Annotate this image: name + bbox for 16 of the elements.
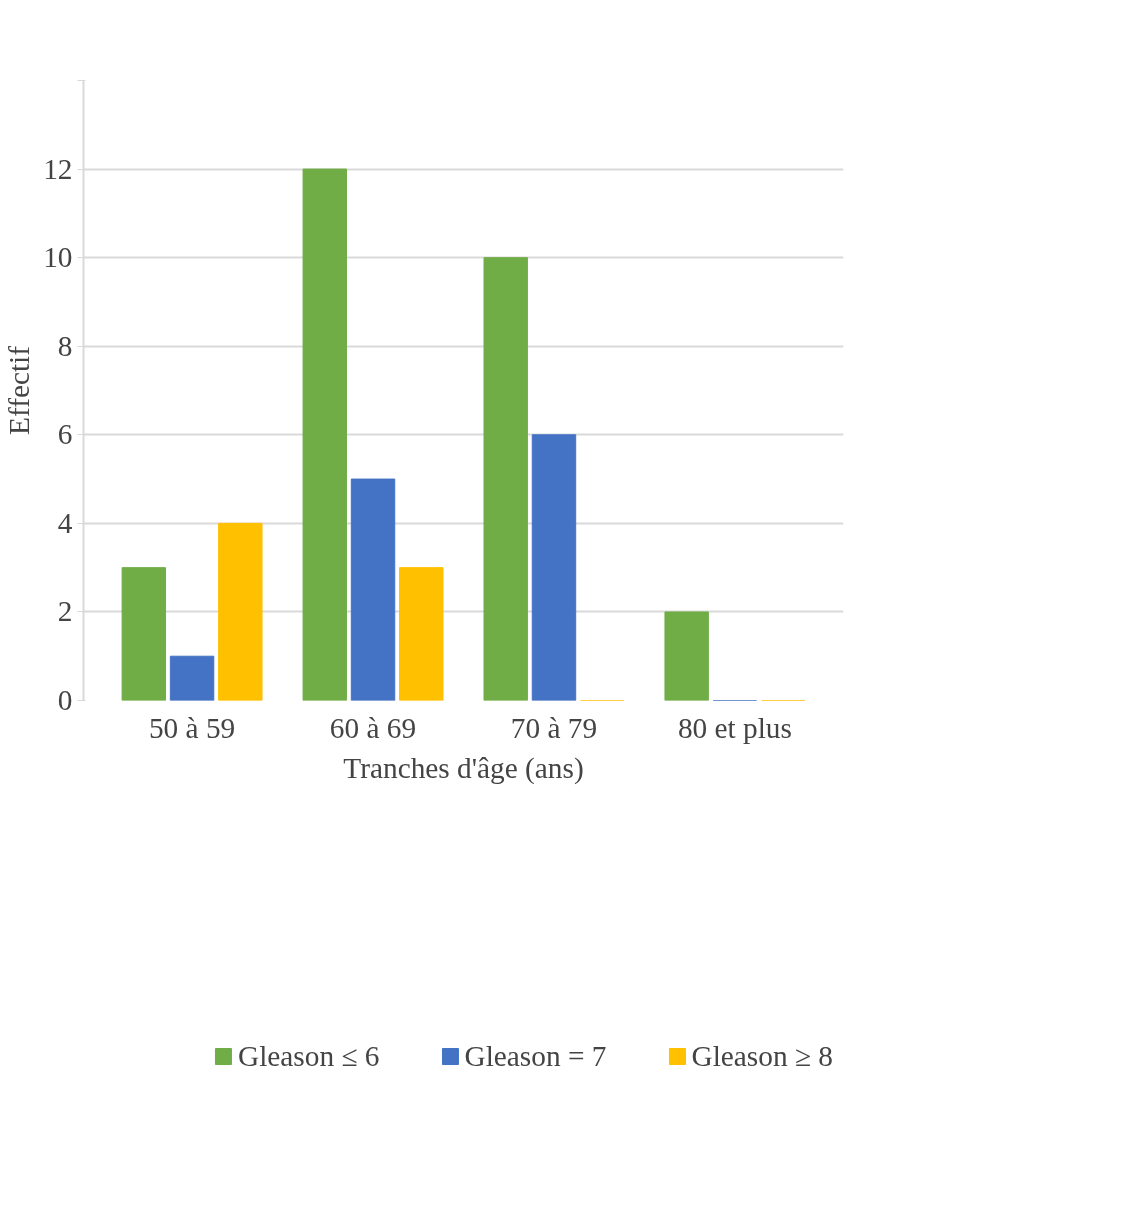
y-tick-label: 4 [57, 506, 73, 539]
x-axis-title: Tranches d'âge (ans) [343, 751, 584, 785]
x-tick-label: 50 à 59 [148, 711, 236, 744]
y-tick-label: 10 [43, 241, 73, 274]
x-tick-label: 70 à 79 [510, 711, 598, 744]
y-tick-label: 8 [57, 329, 73, 362]
x-tick-label: 60 à 69 [329, 711, 417, 744]
legend-label: Gleason ≤ 6 [237, 1039, 380, 1073]
y-axis-title: Effectif [3, 345, 36, 436]
x-tick-label: 80 et plus [677, 711, 792, 744]
y-tick-label: 2 [57, 595, 73, 628]
y-tick-label: 6 [57, 418, 73, 451]
y-tick-label: 12 [43, 152, 73, 185]
y-tick-label: 0 [57, 684, 73, 716]
legend-label: Gleason ≥ 8 [691, 1039, 833, 1073]
legend-label: Gleason = 7 [464, 1039, 607, 1073]
